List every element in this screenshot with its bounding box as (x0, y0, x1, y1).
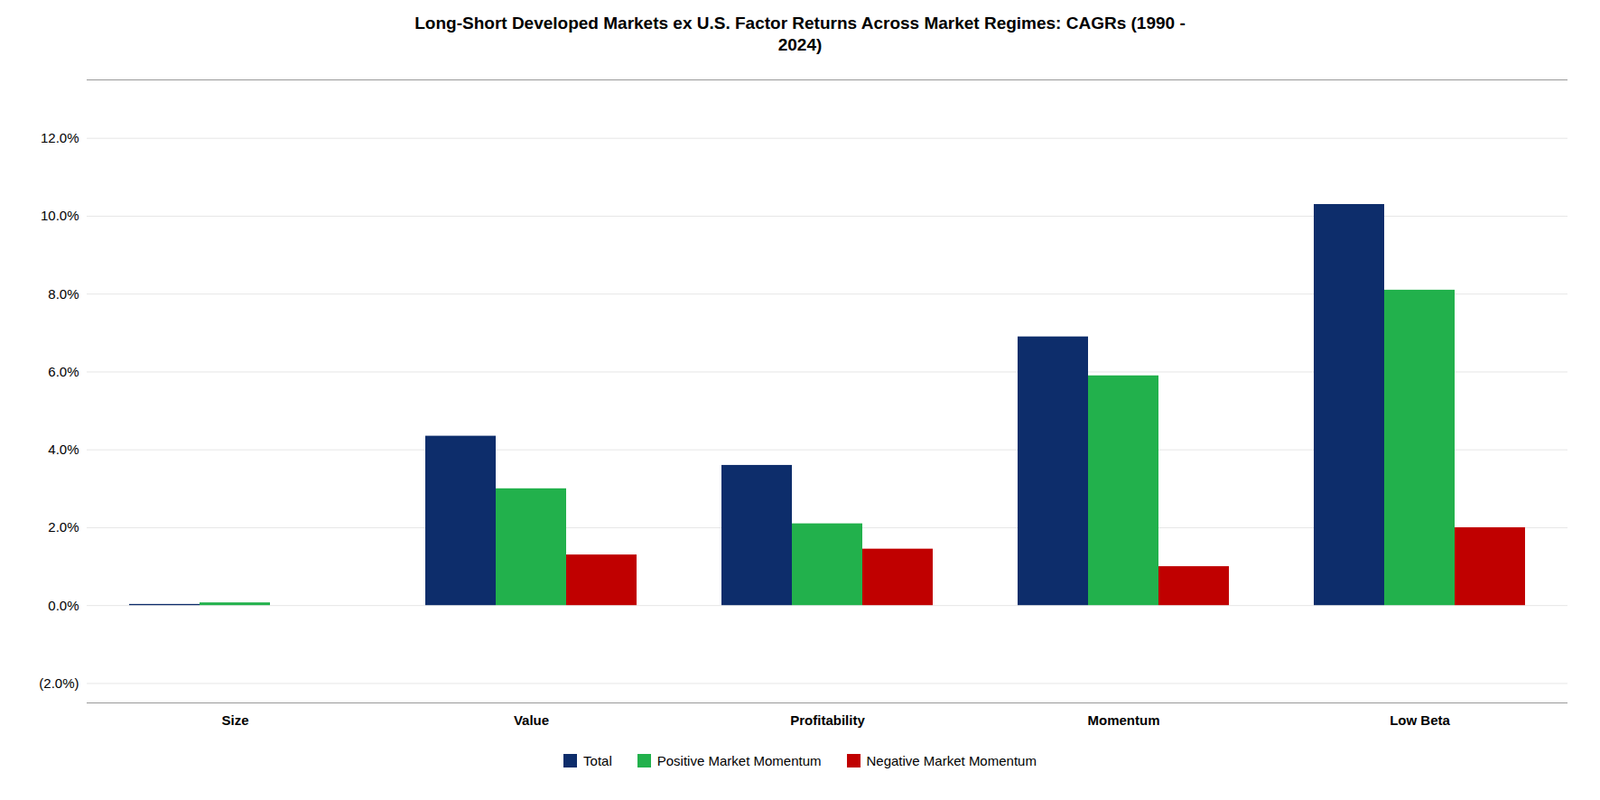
svg-text:Size: Size (221, 712, 249, 728)
svg-text:Profitability: Profitability (790, 712, 866, 728)
svg-text:8.0%: 8.0% (47, 285, 79, 301)
svg-text:4.0%: 4.0% (47, 440, 79, 456)
svg-text:0.0%: 0.0% (47, 596, 79, 613)
svg-text:10.0%: 10.0% (40, 207, 80, 224)
svg-text:(2.0%): (2.0%) (38, 674, 79, 690)
svg-text:12.0%: 12.0% (40, 129, 80, 145)
html-text:Negative Market Momentum: Negative Market Momentum (866, 752, 1037, 768)
svg-text:Value: Value (513, 712, 549, 728)
svg-text:6.0%: 6.0% (47, 362, 79, 379)
svg-text:Low Beta: Low Beta (1389, 712, 1451, 728)
html-text:Total: Total (583, 752, 613, 768)
html-text:Positive Market Momentum: Positive Market Momentum (657, 752, 822, 768)
html-text:Long-Short Developed Markets e: Long-Short Developed Markets ex U.S. Fac… (414, 13, 1186, 54)
svg-text:Momentum: Momentum (1088, 712, 1161, 728)
svg-text:2.0%: 2.0% (47, 519, 79, 535)
